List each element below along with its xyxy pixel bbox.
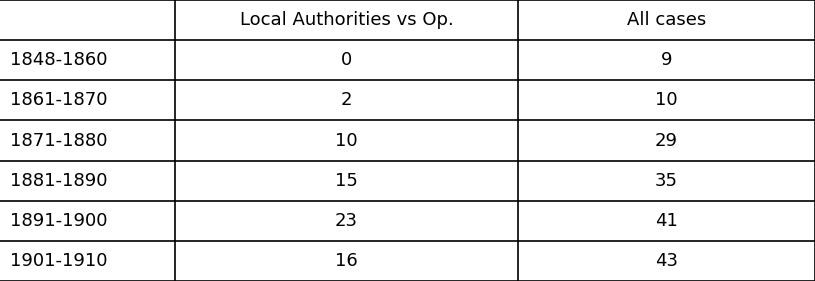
Text: 10: 10 (655, 91, 677, 109)
Text: 15: 15 (335, 172, 358, 190)
Text: 1881-1890: 1881-1890 (10, 172, 108, 190)
Text: 41: 41 (654, 212, 678, 230)
Text: 16: 16 (335, 252, 358, 270)
Text: 29: 29 (654, 132, 678, 149)
Text: 1848-1860: 1848-1860 (10, 51, 108, 69)
Text: 1901-1910: 1901-1910 (10, 252, 108, 270)
Text: 1861-1870: 1861-1870 (10, 91, 108, 109)
Text: 9: 9 (660, 51, 672, 69)
Text: 10: 10 (335, 132, 358, 149)
Text: 0: 0 (341, 51, 352, 69)
Text: 2: 2 (341, 91, 352, 109)
Text: Local Authorities vs Op.: Local Authorities vs Op. (240, 11, 453, 29)
Text: 43: 43 (654, 252, 678, 270)
Text: 1891-1900: 1891-1900 (10, 212, 108, 230)
Text: All cases: All cases (627, 11, 706, 29)
Text: 35: 35 (654, 172, 678, 190)
Text: 1871-1880: 1871-1880 (10, 132, 108, 149)
Text: 23: 23 (335, 212, 358, 230)
